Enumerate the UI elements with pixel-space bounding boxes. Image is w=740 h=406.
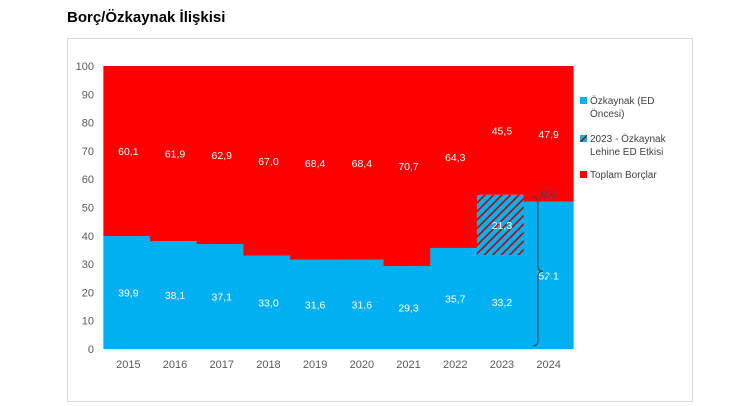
data-label: 47,9 xyxy=(538,129,559,141)
bar-segment xyxy=(196,66,247,245)
chart-frame xyxy=(67,38,693,402)
bar-segment xyxy=(196,244,247,349)
data-label: 0,0 xyxy=(541,189,556,201)
x-tick-label: 2015 xyxy=(116,359,140,371)
data-label: 61,9 xyxy=(165,149,186,161)
y-tick-label: 20 xyxy=(82,287,94,299)
data-label: 39,9 xyxy=(118,288,139,300)
y-tick-label: 60 xyxy=(82,174,94,186)
data-label: 38,1 xyxy=(165,290,186,302)
y-tick-label: 100 xyxy=(76,61,94,73)
bar-segment xyxy=(383,66,434,267)
bar-segment xyxy=(523,201,574,349)
data-label: 68,4 xyxy=(352,158,373,170)
bar-segment xyxy=(290,66,341,260)
bars xyxy=(103,66,574,349)
data-label: 21,3 xyxy=(492,220,513,232)
x-tick-label: 2019 xyxy=(303,359,327,371)
bar-segment xyxy=(243,66,294,256)
y-tick-label: 10 xyxy=(82,316,94,328)
page-title: Borç/Özkaynak İlişkisi xyxy=(67,9,226,26)
data-label: 31,6 xyxy=(352,299,373,311)
y-tick-label: 0 xyxy=(88,344,94,356)
legend-swatch xyxy=(580,97,587,104)
data-label: 68,4 xyxy=(305,158,326,170)
x-tick-label: 2022 xyxy=(443,359,467,371)
x-axis: 2015 2016 2017 2018 2019 2020 2021 2022 2023 2024 xyxy=(105,348,572,371)
data-label: 70,7 xyxy=(398,161,419,173)
bar-segment xyxy=(430,66,481,248)
bar-segment xyxy=(383,266,434,349)
legend-label: Özkaynak (ED xyxy=(590,95,654,107)
bar-segment xyxy=(476,66,527,195)
y-axis: 0 10 20 30 40 50 60 70 80 90 100 xyxy=(76,61,94,356)
bar-segment xyxy=(476,194,527,256)
bar-segment xyxy=(336,66,387,260)
bar-segment xyxy=(290,259,341,349)
x-tick-label: 2020 xyxy=(350,359,374,371)
y-tick-label: 40 xyxy=(82,231,94,243)
bar-segment xyxy=(150,66,201,242)
bar-segment xyxy=(243,255,294,349)
legend-label: Lehine ED Etkisi xyxy=(590,147,663,158)
data-label: 29,3 xyxy=(398,303,419,315)
data-label: 33,0 xyxy=(258,297,279,309)
x-tick-label: 2023 xyxy=(490,359,514,371)
bar-segment xyxy=(150,241,201,349)
data-label: 33,2 xyxy=(492,297,513,309)
data-labels: 39,9 60,1 38,1 61,9 37,1 62,9 33,0 67,0 31,6 68,4… xyxy=(118,125,559,314)
data-label: 45,5 xyxy=(492,125,513,137)
data-label: 35,7 xyxy=(445,293,466,305)
x-tick-label: 2024 xyxy=(536,359,560,371)
legend-label: 2023 - Özkaynak xyxy=(590,133,667,145)
annotation-label: 54,5 xyxy=(540,257,557,286)
legend-swatch xyxy=(580,171,587,178)
data-label: 67,0 xyxy=(258,156,279,168)
bar-segment xyxy=(523,66,574,202)
x-tick-label: 2021 xyxy=(396,359,420,371)
bar-segment xyxy=(103,66,154,237)
brace xyxy=(532,196,543,347)
legend-label: Öncesi) xyxy=(590,108,624,120)
data-label: 31,6 xyxy=(305,299,326,311)
bar-segment xyxy=(103,236,154,349)
legend-swatch xyxy=(580,135,587,142)
y-tick-label: 30 xyxy=(82,259,94,271)
x-tick-label: 2017 xyxy=(210,359,234,371)
data-label: 37,1 xyxy=(212,292,233,304)
x-tick-label: 2018 xyxy=(256,359,280,371)
y-tick-label: 80 xyxy=(82,118,94,130)
data-label: 62,9 xyxy=(212,150,233,162)
bar-segment xyxy=(336,259,387,349)
y-tick-label: 90 xyxy=(82,89,94,101)
y-tick-label: 50 xyxy=(82,203,94,215)
data-label: 52,1 xyxy=(538,270,559,282)
x-tick-label: 2016 xyxy=(163,359,187,371)
legend-label: Toplam Borçlar xyxy=(590,170,657,181)
data-label: 64,3 xyxy=(445,152,466,164)
bar-segment xyxy=(430,247,481,349)
y-tick-label: 70 xyxy=(82,146,94,158)
bar-segment xyxy=(476,255,527,349)
data-label: 60,1 xyxy=(118,146,139,158)
annotation: 54,5 xyxy=(532,196,557,347)
